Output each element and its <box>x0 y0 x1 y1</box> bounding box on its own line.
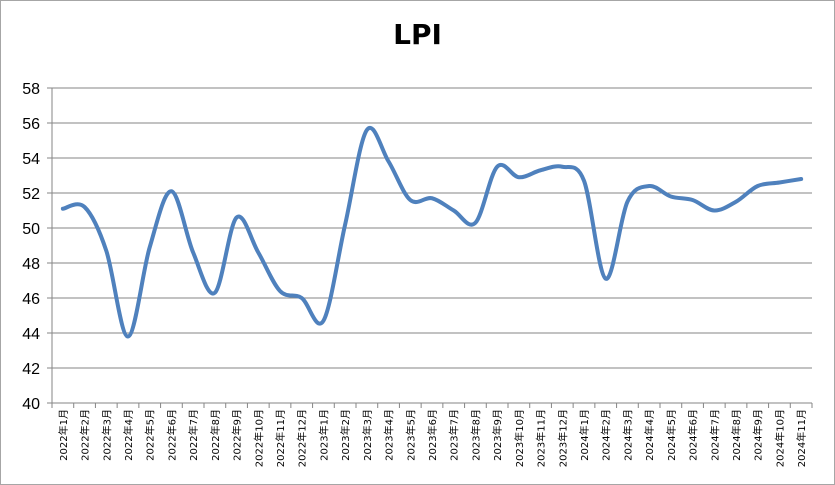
y-axis: 40 42 44 46 48 50 52 54 56 58 <box>22 81 53 413</box>
x-tick-label: 2022年11月 <box>274 409 287 467</box>
x-axis: 2022年1月 2022年2月 2022年3月 2022年4月 2022年5月 2022年… <box>51 402 813 467</box>
x-tick-label: 2024年1月 <box>578 409 591 461</box>
x-tick-label: 2022年12月 <box>296 409 309 467</box>
x-tick-label: 2023年8月 <box>469 409 482 461</box>
x-tick-label: 2022年4月 <box>122 409 135 461</box>
x-tick-label: 2022年6月 <box>165 409 178 461</box>
y-tick-label: 42 <box>22 361 40 378</box>
x-tick-label: 2023年12月 <box>556 409 569 467</box>
x-tick-label: 2023年7月 <box>448 409 461 461</box>
x-tick-label: 2023年9月 <box>491 409 504 461</box>
y-tick-label: 58 <box>22 81 40 98</box>
x-tick-label: 2023年4月 <box>383 409 396 461</box>
x-tick-label: 2024年5月 <box>665 409 678 461</box>
x-tick-label: 2023年11月 <box>535 409 548 467</box>
series-layer <box>60 125 804 339</box>
x-tick-label: 2024年8月 <box>730 409 743 461</box>
y-tick-label: 44 <box>22 326 40 343</box>
x-tick-label: 2024年6月 <box>687 409 700 461</box>
x-tick-label: 2022年2月 <box>79 409 92 461</box>
y-tick-label: 50 <box>22 221 40 238</box>
x-tick-label: 2022年5月 <box>144 409 157 461</box>
x-tick-label: 2024年10月 <box>773 409 786 467</box>
y-tick-label: 54 <box>22 151 40 168</box>
x-tick-label: 2022年1月 <box>57 409 70 461</box>
x-tick-label: 2023年6月 <box>426 409 439 461</box>
y-tick-label: 48 <box>22 256 40 273</box>
x-tick-label: 2023年2月 <box>339 409 352 461</box>
x-tick-label: 2023年10月 <box>513 409 526 467</box>
x-tick-label: 2024年4月 <box>643 409 656 461</box>
x-tick-label: 2023年5月 <box>404 409 417 461</box>
x-tick-label: 2023年1月 <box>317 409 330 461</box>
x-tick-label: 2022年8月 <box>209 409 222 461</box>
chart-title: LPI <box>393 18 442 51</box>
x-tick-label: 2024年11月 <box>795 409 808 467</box>
y-tick-label: 52 <box>22 186 40 203</box>
x-tick-label: 2024年2月 <box>600 409 613 461</box>
x-tick-label: 2024年9月 <box>752 409 765 461</box>
gridlines <box>52 87 812 404</box>
y-tick-label: 40 <box>22 396 40 413</box>
x-tick-label: 2022年10月 <box>252 409 265 467</box>
y-tick-label: 46 <box>22 291 40 308</box>
x-tick-label: 2022年9月 <box>231 409 244 461</box>
x-tick-label: 2024年3月 <box>621 409 634 461</box>
x-tick-label: 2024年7月 <box>708 409 721 461</box>
x-tick-label: 2022年3月 <box>100 409 113 461</box>
x-tick-label: 2022年7月 <box>187 409 200 461</box>
x-tick-label: 2023年3月 <box>361 409 374 461</box>
series-line-lpi <box>60 125 804 339</box>
y-tick-label: 56 <box>22 116 40 133</box>
